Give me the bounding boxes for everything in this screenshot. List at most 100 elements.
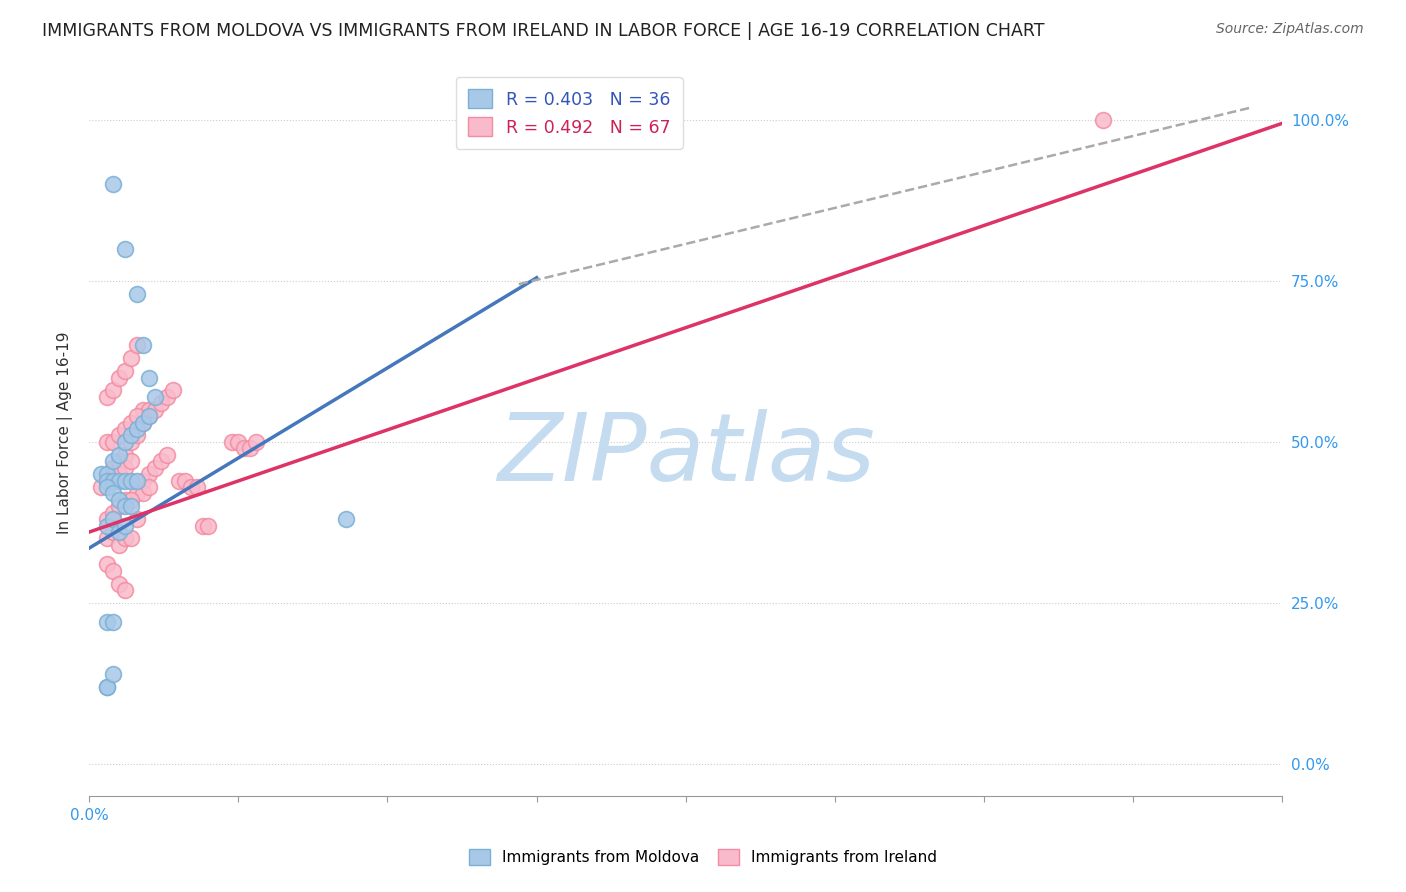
Point — [125, 474, 148, 488]
Point — [138, 402, 160, 417]
Point — [120, 454, 142, 468]
Point — [132, 416, 155, 430]
Point — [101, 460, 124, 475]
Point — [108, 492, 131, 507]
Point — [186, 480, 208, 494]
Point — [101, 564, 124, 578]
Point — [132, 474, 155, 488]
Point — [125, 286, 148, 301]
Point — [143, 390, 166, 404]
Point — [96, 390, 118, 404]
Point — [120, 434, 142, 449]
Point — [156, 390, 179, 404]
Point — [114, 460, 136, 475]
Point — [138, 409, 160, 424]
Point — [125, 409, 148, 424]
Point — [120, 492, 142, 507]
Point — [138, 467, 160, 481]
Point — [101, 474, 124, 488]
Point — [101, 384, 124, 398]
Point — [101, 666, 124, 681]
Point — [132, 338, 155, 352]
Point — [245, 434, 267, 449]
Point — [162, 384, 184, 398]
Point — [114, 422, 136, 436]
Point — [101, 486, 124, 500]
Point — [120, 428, 142, 442]
Point — [108, 448, 131, 462]
Point — [120, 416, 142, 430]
Point — [120, 500, 142, 514]
Point — [96, 680, 118, 694]
Point — [125, 486, 148, 500]
Point — [101, 474, 124, 488]
Point — [96, 467, 118, 481]
Point — [96, 518, 118, 533]
Point — [101, 506, 124, 520]
Point — [143, 402, 166, 417]
Point — [114, 492, 136, 507]
Point — [180, 480, 202, 494]
Point — [108, 454, 131, 468]
Point — [114, 582, 136, 597]
Point — [233, 442, 256, 456]
Point — [125, 428, 148, 442]
Text: ZIPatlas: ZIPatlas — [496, 409, 875, 500]
Point — [96, 434, 118, 449]
Point — [108, 467, 131, 481]
Point — [239, 442, 262, 456]
Text: Source: ZipAtlas.com: Source: ZipAtlas.com — [1216, 22, 1364, 37]
Y-axis label: In Labor Force | Age 16-19: In Labor Force | Age 16-19 — [58, 331, 73, 533]
Point — [191, 518, 214, 533]
Point — [114, 364, 136, 378]
Point — [138, 370, 160, 384]
Point — [114, 242, 136, 256]
Point — [101, 178, 124, 192]
Point — [125, 338, 148, 352]
Point — [120, 351, 142, 366]
Point — [132, 486, 155, 500]
Point — [221, 434, 243, 449]
Point — [125, 422, 148, 436]
Point — [101, 512, 124, 526]
Point — [120, 474, 142, 488]
Point — [197, 518, 219, 533]
Point — [228, 434, 250, 449]
Point — [173, 474, 195, 488]
Point — [167, 474, 190, 488]
Point — [108, 576, 131, 591]
Point — [120, 532, 142, 546]
Point — [96, 615, 118, 629]
Point — [138, 480, 160, 494]
Point — [156, 448, 179, 462]
Point — [108, 538, 131, 552]
Point — [108, 370, 131, 384]
Point — [90, 480, 112, 494]
Point — [138, 409, 160, 424]
Legend: Immigrants from Moldova, Immigrants from Ireland: Immigrants from Moldova, Immigrants from… — [463, 843, 943, 871]
Point — [149, 396, 172, 410]
Point — [114, 532, 136, 546]
Point — [125, 512, 148, 526]
Point — [101, 454, 124, 468]
Point — [114, 500, 136, 514]
Legend: R = 0.403   N = 36, R = 0.492   N = 67: R = 0.403 N = 36, R = 0.492 N = 67 — [456, 78, 683, 149]
Point — [96, 480, 118, 494]
Point — [335, 512, 357, 526]
Point — [108, 474, 131, 488]
Point — [96, 680, 118, 694]
Point — [90, 467, 112, 481]
Point — [96, 474, 118, 488]
Point — [132, 416, 155, 430]
Point — [114, 448, 136, 462]
Point — [114, 434, 136, 449]
Point — [96, 474, 118, 488]
Point — [149, 454, 172, 468]
Point — [96, 474, 118, 488]
Point — [96, 532, 118, 546]
Point — [114, 518, 136, 533]
Point — [96, 512, 118, 526]
Point — [96, 558, 118, 572]
Point — [143, 460, 166, 475]
Point — [101, 434, 124, 449]
